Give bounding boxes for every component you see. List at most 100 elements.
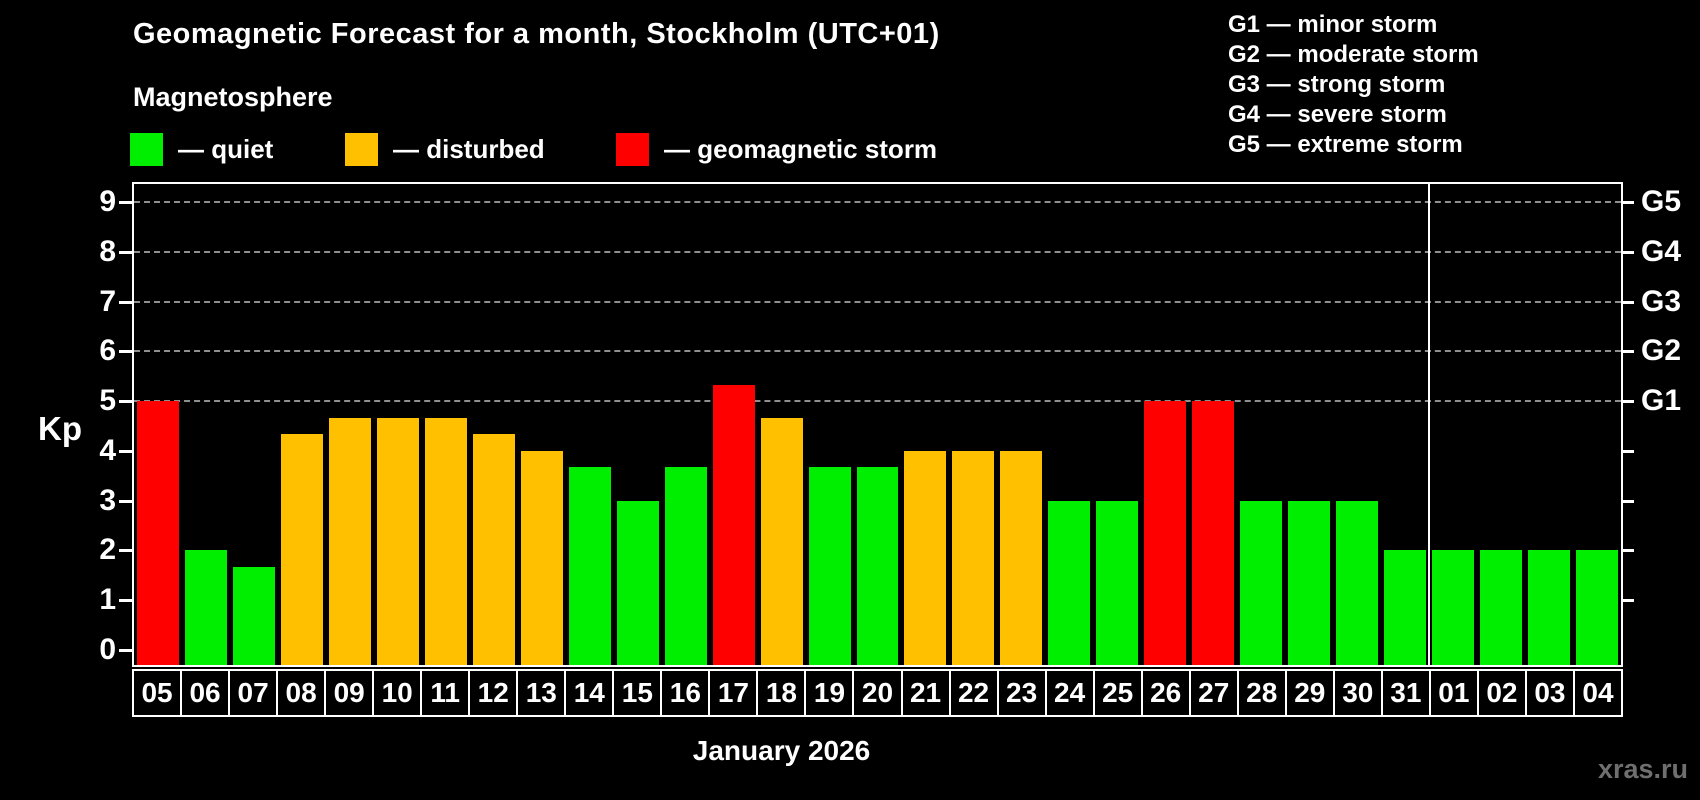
kp-bar-08 <box>280 434 323 665</box>
date-label-12: 12 <box>470 671 517 715</box>
left-axis-label-7: 7 <box>99 284 116 318</box>
left-axis-tick-8 <box>119 250 132 254</box>
date-label-01: 01 <box>1430 671 1477 715</box>
left-axis-tick-0 <box>119 649 132 652</box>
date-label-19: 19 <box>806 671 853 715</box>
legend-label-storm: — geomagnetic storm <box>664 134 938 164</box>
left-axis-label-5: 5 <box>99 384 116 418</box>
kp-bar-19 <box>808 467 851 665</box>
legend-item-storm: — geomagnetic storm <box>616 133 937 166</box>
date-label-28: 28 <box>1238 671 1285 715</box>
kp-bar-17 <box>712 384 755 665</box>
right-axis-label-g1: G1 <box>1641 384 1682 418</box>
right-axis-tick-7 <box>1621 300 1634 304</box>
kp-bar-11 <box>424 417 467 665</box>
watermark: xras.ru <box>1597 754 1688 784</box>
kp-bar-13 <box>520 450 563 665</box>
right-axis-tick-9 <box>1621 200 1634 204</box>
storm-scale-g3: G3 — strong storm <box>1228 71 1446 98</box>
left-axis-label-3: 3 <box>99 483 116 517</box>
storm-scale-legend: G1 — minor storm G2 — moderate storm G3 … <box>1228 10 1479 160</box>
kp-bar-22 <box>952 450 995 665</box>
gridline-kp-8 <box>134 250 1621 253</box>
left-axis-tick-9 <box>119 200 132 204</box>
date-label-22: 22 <box>950 671 997 715</box>
date-label-08: 08 <box>278 671 325 715</box>
date-label-13: 13 <box>518 671 565 715</box>
kp-bar-18 <box>760 417 803 665</box>
date-label-02: 02 <box>1478 671 1525 715</box>
date-label-18: 18 <box>758 671 805 715</box>
storm-scale-g5: G5 — extreme storm <box>1228 131 1463 158</box>
left-axis-tick-2 <box>119 549 132 553</box>
date-label-11: 11 <box>422 671 469 715</box>
kp-bar-21 <box>904 450 947 665</box>
kp-bar-28 <box>1240 500 1283 665</box>
right-axis-label-g4: G4 <box>1641 234 1682 268</box>
left-axis-label-9: 9 <box>99 184 116 218</box>
month-separator-line <box>1428 184 1431 665</box>
gridline-kp-6 <box>134 350 1621 353</box>
right-axis-tick-6 <box>1621 350 1634 354</box>
storm-color-swatch <box>616 133 649 166</box>
legend-item-disturbed: — disturbed <box>345 133 545 166</box>
date-label-16: 16 <box>662 671 709 715</box>
y-axis-title-kp: Kp <box>38 410 82 447</box>
left-axis-label-8: 8 <box>99 234 116 268</box>
date-label-25: 25 <box>1094 671 1141 715</box>
page-title: Geomagnetic Forecast for a month, Stockh… <box>133 18 940 50</box>
kp-bar-09 <box>328 417 371 665</box>
left-axis-label-0: 0 <box>99 633 116 666</box>
date-label-20: 20 <box>854 671 901 715</box>
right-axis-tick-3 <box>1621 499 1634 503</box>
date-label-23: 23 <box>998 671 1045 715</box>
right-axis-label-g3: G3 <box>1641 284 1682 318</box>
kp-bar-27 <box>1192 401 1235 665</box>
kp-bar-29 <box>1288 500 1331 665</box>
legend-label-disturbed: — disturbed <box>393 134 545 164</box>
kp-bar-24 <box>1048 500 1091 665</box>
date-label-15: 15 <box>614 671 661 715</box>
gridline-kp-5 <box>134 400 1621 403</box>
right-axis-tick-5 <box>1621 400 1634 404</box>
kp-bar-10 <box>376 417 419 665</box>
right-axis-label-g5: G5 <box>1641 184 1682 218</box>
kp-bar-12 <box>472 434 515 665</box>
left-axis-label-1: 1 <box>99 583 116 617</box>
right-axis-tick-8 <box>1621 250 1634 254</box>
kp-bar-30 <box>1336 500 1379 665</box>
left-axis-label-4: 4 <box>99 433 116 467</box>
kp-bar-31 <box>1384 550 1427 665</box>
date-label-29: 29 <box>1286 671 1333 715</box>
kp-bar-01 <box>1432 550 1475 665</box>
kp-bar-15 <box>616 500 659 665</box>
right-axis-tick-1 <box>1621 599 1634 603</box>
date-label-05: 05 <box>134 671 181 715</box>
x-axis-title: January 2026 <box>692 735 871 766</box>
right-axis-label-g2: G2 <box>1641 334 1682 368</box>
kp-bar-05 <box>137 401 179 665</box>
legend-label-quiet: — quiet <box>178 134 274 164</box>
date-label-09: 09 <box>326 671 373 715</box>
gridline-kp-7 <box>134 300 1621 303</box>
kp-bar-25 <box>1096 500 1139 665</box>
quiet-color-swatch <box>130 133 163 166</box>
date-label-03: 03 <box>1526 671 1573 715</box>
date-label-27: 27 <box>1190 671 1237 715</box>
date-label-06: 06 <box>182 671 229 715</box>
kp-bar-23 <box>1000 450 1043 665</box>
kp-bar-02 <box>1480 550 1523 665</box>
date-label-30: 30 <box>1334 671 1381 715</box>
chart-subtitle: Magnetosphere <box>133 82 333 112</box>
left-axis-tick-5 <box>119 400 132 404</box>
kp-bar-14 <box>568 467 611 665</box>
date-label-10: 10 <box>374 671 421 715</box>
date-label-17: 17 <box>710 671 757 715</box>
x-axis-date-row: 05 06 07 08 09 10 11 12 13 14 15 16 17 18 19 20 21 22 23 24… <box>132 669 1623 717</box>
storm-scale-g2: G2 — moderate storm <box>1228 41 1479 68</box>
kp-bar-26 <box>1144 401 1187 665</box>
left-axis-tick-4 <box>119 449 132 453</box>
left-axis-label-6: 6 <box>99 334 116 368</box>
date-label-07: 07 <box>230 671 277 715</box>
